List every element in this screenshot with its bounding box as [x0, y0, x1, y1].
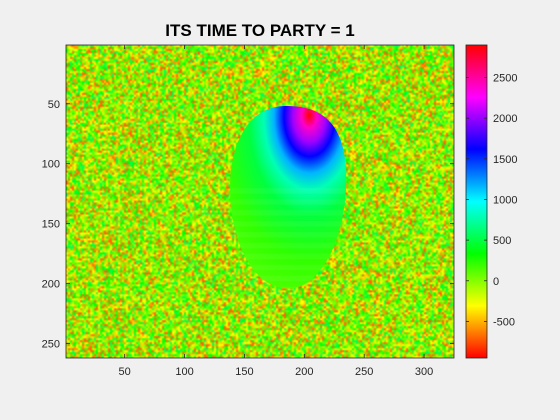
y-axis: 50 100 150 200 250 — [42, 99, 454, 351]
region-band — [230, 286, 347, 289]
region-band — [230, 210, 347, 216]
y-tick-label: 100 — [42, 159, 60, 171]
region-bands — [230, 188, 347, 289]
x-axis: 50 100 150 200 250 300 — [119, 45, 433, 378]
y-tick-label: 50 — [48, 99, 60, 111]
region-band — [230, 199, 347, 205]
colorbar-tick-label: 2500 — [493, 73, 517, 85]
colorbar-tick-label: 500 — [493, 235, 511, 247]
y-tick-label: 250 — [42, 339, 60, 351]
colorbar-tick-label: 0 — [493, 276, 499, 288]
colorbar-box — [465, 44, 488, 359]
y-tick-label: 150 — [42, 219, 60, 231]
colorbar-gradient — [466, 45, 487, 358]
region-band — [230, 188, 347, 194]
colorbar-tick-label: 2000 — [493, 113, 517, 125]
colorbar-ticks: -500 0 500 1000 1500 2000 2500 — [466, 73, 517, 328]
colorbar-tick-label: 1500 — [493, 154, 517, 166]
smooth-region — [230, 106, 347, 289]
region-band — [230, 264, 347, 271]
x-tick-label: 50 — [119, 366, 131, 378]
region-band — [230, 253, 347, 260]
colorbar: -500 0 500 1000 1500 2000 2500 — [465, 44, 517, 359]
x-tick-label: 200 — [295, 366, 313, 378]
plot-axes: 50 100 150 200 250 300 50 100 150 200 250 — [42, 44, 455, 378]
colorbar-tick-label: -500 — [493, 316, 515, 328]
colorbar-tick-label: 1000 — [493, 194, 517, 206]
x-tick-label: 150 — [235, 366, 253, 378]
region-band — [230, 242, 347, 249]
x-tick-label: 100 — [175, 366, 193, 378]
chart-title: ITS TIME TO PARTY = 1 — [165, 21, 354, 40]
y-tick-label: 200 — [42, 279, 60, 291]
x-tick-label: 300 — [415, 366, 433, 378]
x-tick-label: 250 — [355, 366, 373, 378]
axes-box — [65, 44, 455, 359]
region-band — [230, 220, 347, 227]
region-band — [230, 275, 347, 282]
region-band — [230, 231, 347, 238]
